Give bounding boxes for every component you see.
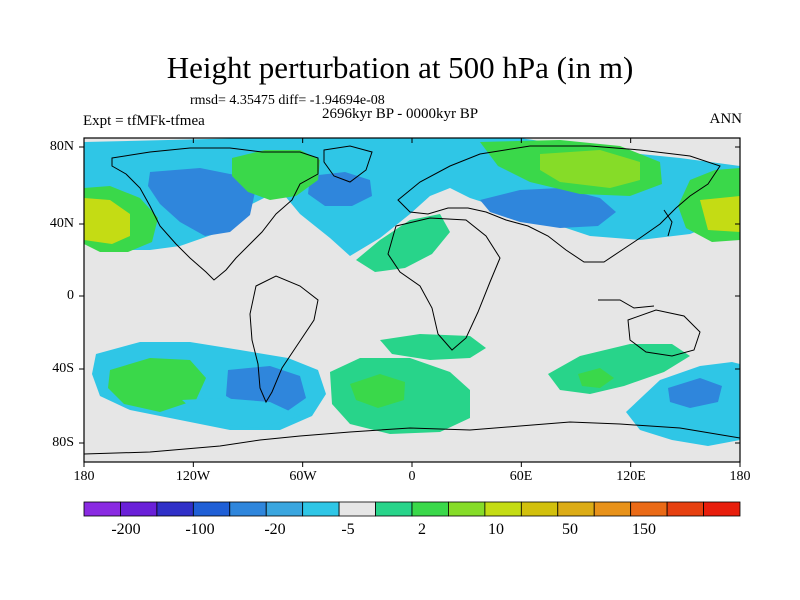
map-field bbox=[84, 138, 740, 462]
x-tick-label: 0 bbox=[408, 469, 416, 484]
period-label: 2696kyr BP - 0000kyr BP bbox=[322, 106, 479, 122]
x-tick-label: 60E bbox=[509, 469, 533, 484]
stats-line: rmsd= 4.35475 diff= -1.94694e-08 bbox=[190, 93, 385, 108]
colorbar-tick-label: -100 bbox=[185, 521, 215, 538]
anomaly-region bbox=[350, 374, 405, 408]
colorbar-swatch bbox=[666, 501, 704, 517]
anomaly-region bbox=[578, 368, 614, 388]
colorbar-tick-label: 2 bbox=[418, 521, 426, 538]
colorbar-tick-label: -20 bbox=[264, 521, 286, 538]
y-axis-ticks bbox=[79, 146, 740, 444]
antarctica-outline bbox=[84, 421, 740, 455]
colorbar-tick-label: 150 bbox=[632, 521, 656, 538]
colorbar-swatch bbox=[557, 501, 595, 517]
y-tick-label: 40N bbox=[49, 216, 74, 231]
anomaly-region bbox=[700, 196, 740, 232]
colorbar-tick-label: 10 bbox=[488, 521, 504, 538]
colorbar-swatch bbox=[302, 501, 340, 517]
colorbar-swatch bbox=[83, 501, 121, 517]
anomaly-region bbox=[182, 398, 300, 428]
north-america-outline bbox=[111, 147, 319, 281]
anomaly-region bbox=[668, 378, 722, 408]
colorbar-swatch bbox=[192, 501, 231, 517]
y-tick-label: 0 bbox=[67, 288, 74, 303]
x-tick-label: 180 bbox=[729, 469, 751, 484]
y-tick-label: 40S bbox=[52, 361, 74, 376]
x-tick-label: 120E bbox=[616, 469, 646, 484]
colorbar-swatch bbox=[703, 501, 741, 517]
anomaly-region bbox=[148, 168, 255, 236]
japan-outline bbox=[663, 209, 673, 237]
anomaly-region bbox=[308, 172, 372, 206]
colorbar-swatch bbox=[630, 501, 668, 517]
colorbar-swatch bbox=[120, 501, 158, 517]
anomaly-region bbox=[380, 334, 486, 360]
colorbar-tick-label: -5 bbox=[341, 521, 355, 538]
experiment-label: Expt = tfMFk-tfmea bbox=[83, 113, 205, 129]
indonesia-outline bbox=[598, 299, 655, 309]
colorbar-swatch bbox=[411, 501, 449, 517]
colorbar-swatch bbox=[156, 501, 194, 517]
y-tick-label: 80S bbox=[52, 435, 74, 450]
colorbar-swatch bbox=[520, 501, 559, 517]
x-tick-label: 60W bbox=[289, 469, 317, 484]
x-tick-label: 120W bbox=[175, 469, 211, 484]
anomaly-region bbox=[480, 188, 616, 228]
x-tick-label: 180 bbox=[73, 469, 95, 484]
colorbar-swatch bbox=[448, 501, 486, 517]
eurasia-outline bbox=[397, 145, 721, 263]
australia-outline bbox=[627, 309, 701, 357]
anomaly-region bbox=[540, 150, 640, 188]
africa-outline bbox=[387, 217, 501, 351]
colorbar-swatch bbox=[229, 501, 267, 517]
plot-title: Height perturbation at 500 hPa (in m) bbox=[166, 50, 634, 85]
colorbar-tick-label: -200 bbox=[111, 521, 141, 538]
y-tick-label: 80N bbox=[49, 139, 74, 154]
colorbar-swatch bbox=[338, 501, 376, 517]
colorbar-swatch bbox=[484, 501, 522, 517]
greenland-outline bbox=[323, 145, 373, 183]
colorbar-swatch bbox=[375, 501, 413, 517]
coastlines bbox=[84, 145, 740, 455]
colorbar-swatch bbox=[265, 501, 304, 517]
colorbar-swatch bbox=[593, 501, 632, 517]
anomaly-region bbox=[108, 358, 206, 412]
x-axis-ticks bbox=[83, 138, 741, 467]
south-america-outline bbox=[249, 275, 319, 404]
anomaly-region bbox=[356, 214, 450, 272]
colorbar bbox=[83, 501, 741, 517]
season-label: ANN bbox=[709, 111, 743, 127]
colorbar-tick-label: 50 bbox=[562, 521, 578, 538]
anomaly-region bbox=[84, 198, 130, 244]
